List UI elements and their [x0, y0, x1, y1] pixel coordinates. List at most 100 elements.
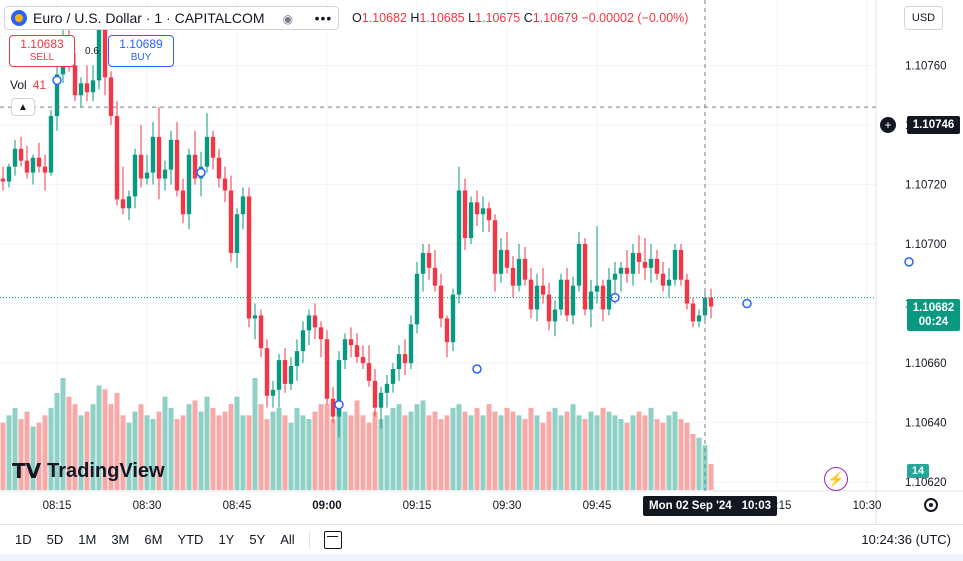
volume-bar [306, 419, 312, 490]
candle-body [618, 267, 624, 274]
volume-bar [288, 422, 294, 490]
change-value: −0.00002 (−0.00%) [581, 11, 689, 25]
range-all[interactable]: All [280, 532, 295, 547]
volume-bar [78, 415, 84, 490]
volume-bar [132, 411, 138, 490]
volume-bar [408, 411, 414, 490]
volume-bar [594, 415, 600, 490]
candle-body [630, 252, 636, 274]
ohlc-legend: O1.10682 H1.10685 L1.10675 C1.10679 −0.0… [352, 11, 688, 25]
event-markers [52, 75, 914, 410]
candle-body [420, 252, 426, 274]
event-marker-icon [196, 167, 206, 178]
candle-body [444, 318, 450, 343]
volume-bar [564, 411, 570, 490]
candle-body [174, 139, 180, 191]
volume-bar [648, 407, 654, 490]
volume-tag: 14 [907, 464, 929, 478]
symbol-title[interactable]: Euro / U.S. Dollar · 1 · CAPITALCOM [33, 10, 265, 26]
candle-body [0, 178, 6, 182]
range-6m[interactable]: 6M [144, 532, 163, 547]
time-tick-label: 08:45 [223, 500, 252, 512]
candle-body [378, 392, 384, 408]
time-tick-label: 09:45 [583, 500, 612, 512]
candle-body [582, 244, 588, 310]
chart-overlays [0, 0, 876, 491]
crosshair-date: Mon 02 Sep '24 [649, 500, 732, 512]
candle-body [642, 261, 648, 268]
range-5y[interactable]: 5Y [249, 532, 266, 547]
candle-body [696, 315, 702, 322]
lightning-icon[interactable]: ⚡ [824, 467, 848, 491]
range-ytd[interactable]: YTD [177, 532, 204, 547]
volume-bar [84, 411, 90, 490]
volume-bar [348, 415, 354, 490]
volume-bar [120, 415, 126, 490]
candle-body [222, 178, 228, 191]
candle-body [54, 74, 60, 117]
symbol-header[interactable]: Euro / U.S. Dollar · 1 · CAPITALCOM ◉ ••… [4, 6, 340, 30]
volume-bar [540, 422, 546, 490]
volume-bar [420, 400, 426, 490]
volume-bar [390, 407, 396, 490]
volume-bar [312, 411, 318, 490]
range-1m[interactable]: 1M [78, 532, 97, 547]
volume-bar [234, 396, 240, 490]
event-marker-icon [334, 399, 344, 410]
volume-bar [372, 411, 378, 490]
open-value: 1.10682 [361, 11, 407, 25]
candle-body [264, 348, 270, 396]
volume-bars [0, 378, 714, 490]
buy-price: 1.10689 [119, 37, 163, 51]
candle-body [330, 398, 336, 417]
volume-bar [354, 400, 360, 490]
high-key: H [410, 11, 420, 25]
price-tick-label: 1.10760 [905, 60, 947, 72]
volume-bar [456, 404, 462, 490]
sell-button[interactable]: 1.10683 SELL [9, 35, 75, 67]
candle-body [228, 190, 234, 253]
candle-body [318, 327, 324, 340]
volume-bar [42, 415, 48, 490]
volume-bar [504, 407, 510, 490]
volume-bar [18, 419, 24, 490]
candle-body [270, 389, 276, 396]
candle-body [204, 136, 210, 167]
range-1d[interactable]: 1D [15, 532, 32, 547]
gear-icon[interactable] [924, 498, 938, 512]
time-tick-label: 09:15 [403, 500, 432, 512]
volume-bar [318, 404, 324, 490]
buy-button[interactable]: 1.10689 BUY [108, 35, 174, 67]
add-alert-icon[interactable]: + [880, 117, 896, 133]
volume-bar [492, 411, 498, 490]
volume-bar [30, 426, 36, 490]
volume-bar [690, 434, 696, 490]
range-3m[interactable]: 3M [111, 532, 130, 547]
currency-selector[interactable]: USD [904, 6, 943, 30]
price-chart[interactable]: 1.107601.107401.107201.107001.106801.106… [0, 0, 963, 524]
candle-body [306, 315, 312, 331]
volume-bar [636, 411, 642, 490]
range-5d[interactable]: 5D [46, 532, 64, 547]
more-options-icon[interactable]: ••• [314, 10, 333, 26]
candle-body [576, 244, 582, 286]
candle-body [300, 330, 306, 352]
volume-bar [282, 415, 288, 490]
price-tick-label: 1.10640 [905, 418, 947, 430]
high-value: 1.10685 [419, 11, 465, 25]
crosshair-price-tag: 1.10746 [907, 116, 960, 134]
candle-body [324, 339, 330, 399]
candle-body [48, 116, 54, 173]
volume-bar [96, 385, 102, 490]
utc-clock[interactable]: 10:24:36 (UTC) [861, 532, 951, 547]
volume-bar [162, 396, 168, 490]
volume-bar [468, 415, 474, 490]
tradingview-logo-icon: TV [12, 459, 42, 483]
candle-body [684, 279, 690, 304]
calendar-icon[interactable] [323, 530, 342, 549]
volume-bar [612, 415, 618, 490]
eye-icon[interactable]: ◉ [282, 12, 294, 26]
volume-bar [0, 422, 6, 490]
chevron-up-icon[interactable]: ▲ [11, 98, 35, 116]
range-1y[interactable]: 1Y [218, 532, 235, 547]
